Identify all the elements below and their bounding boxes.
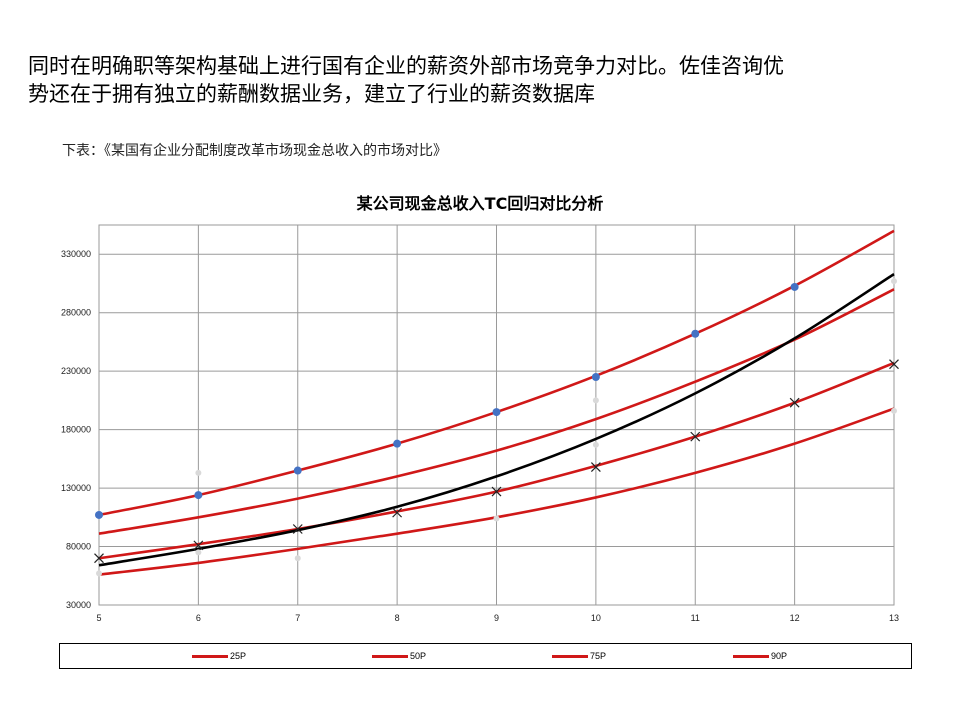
x-tick-label: 13 xyxy=(889,613,899,623)
legend-label: 25P xyxy=(230,651,247,661)
y-tick-label: 230000 xyxy=(61,366,91,376)
data-points xyxy=(94,278,899,577)
point-50p xyxy=(789,397,800,408)
page-heading: 同时在明确职等架构基础上进行国有企业的薪资外部市场竞争力对比。佐佳咨询优 势还在… xyxy=(28,52,938,108)
point-company xyxy=(195,469,202,476)
point-company xyxy=(294,555,301,562)
y-tick-label: 280000 xyxy=(61,308,91,318)
curve-75p xyxy=(98,288,895,535)
point-company xyxy=(891,278,897,285)
point-90p xyxy=(492,408,501,417)
legend-item-25p: 25P xyxy=(192,644,246,668)
legend-swatch xyxy=(192,654,228,658)
y-tick-label: 30000 xyxy=(66,600,91,610)
legend-label: 75P xyxy=(590,651,607,661)
legend-item-90p: 90P xyxy=(733,644,787,668)
axes: 5 6 7 8 9 10 11 12 13 30000 80000 130000 180000 23000… xyxy=(61,249,899,623)
point-90p xyxy=(293,466,302,475)
table-caption: 下表：《某国有企业分配制度改革市场现金总收入的市场对比》 xyxy=(62,143,447,159)
point-90p xyxy=(691,329,700,338)
x-tick-label: 10 xyxy=(591,613,601,623)
legend-item-50p: 50P xyxy=(372,644,426,668)
point-company xyxy=(493,515,500,522)
x-tick-label: 12 xyxy=(790,613,800,623)
point-company xyxy=(96,570,102,577)
point-company xyxy=(891,407,897,414)
point-company xyxy=(592,397,599,404)
legend-label: 50P xyxy=(410,651,427,661)
point-50p xyxy=(690,431,701,442)
point-90p xyxy=(591,373,600,381)
curve-company-regression xyxy=(98,273,895,567)
legend-swatch xyxy=(552,654,588,658)
point-90p xyxy=(393,439,402,448)
chart-title: 某公司现金总收入TC回归对比分析 xyxy=(356,194,604,213)
chart-legend: 25P 50P 75P 90P xyxy=(59,643,912,669)
y-tick-label: 330000 xyxy=(61,249,91,259)
legend-item-75p: 75P xyxy=(552,644,606,668)
point-company xyxy=(592,441,599,448)
x-tick-label: 11 xyxy=(691,613,700,623)
point-50p xyxy=(889,359,899,370)
point-50p xyxy=(292,524,303,534)
x-tick-label: 8 xyxy=(395,613,400,623)
x-tick-label: 9 xyxy=(494,613,499,623)
heading-line-2: 势还在于拥有独立的薪酬数据业务，建立了行业的薪资数据库 xyxy=(28,82,595,106)
point-50p xyxy=(491,486,502,497)
y-tick-label: 130000 xyxy=(61,483,91,493)
x-tick-label: 7 xyxy=(295,613,300,623)
legend-swatch xyxy=(733,654,769,658)
point-50p xyxy=(94,553,104,564)
point-50p xyxy=(590,462,601,472)
y-tick-label: 180000 xyxy=(61,425,91,435)
x-tick-label: 6 xyxy=(196,613,201,623)
point-50p xyxy=(392,507,403,518)
point-90p xyxy=(194,491,203,500)
point-90p xyxy=(95,510,103,519)
y-tick-label: 80000 xyxy=(66,542,91,552)
point-90p xyxy=(790,282,799,291)
point-50p xyxy=(193,540,204,551)
heading-line-1: 同时在明确职等架构基础上进行国有企业的薪资外部市场竞争力对比。佐佳咨询优 xyxy=(28,54,784,78)
x-tick-label: 5 xyxy=(96,613,101,623)
point-company xyxy=(195,549,202,556)
legend-label: 90P xyxy=(771,651,788,661)
legend-swatch xyxy=(372,654,408,658)
